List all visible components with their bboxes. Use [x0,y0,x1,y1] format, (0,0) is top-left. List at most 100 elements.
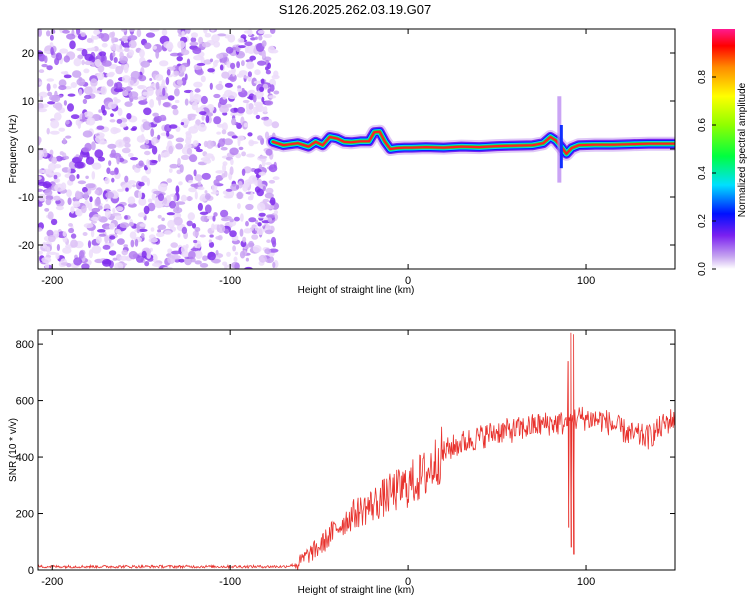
noise-blob [69,40,76,50]
noise-blob [159,60,169,67]
noise-blob [197,202,203,211]
noise-blob [248,89,255,94]
noise-blob [67,197,72,205]
noise-blob [115,65,124,75]
noise-blob [155,50,160,59]
noise-blob [199,211,209,215]
noise-blob [213,41,221,48]
noise-blob [225,46,234,54]
noise-blob [102,259,112,267]
noise-blob [166,131,170,137]
noise-blobs [38,29,280,269]
noise-blob [239,250,246,259]
noise-blob [91,141,96,151]
snr-background [38,330,675,570]
noise-blob [38,53,46,62]
noise-blob [87,240,92,249]
noise-blob [194,191,198,200]
noise-blob [90,229,95,238]
noise-blob [138,85,144,90]
noise-blob [178,65,187,73]
noise-blob [38,227,43,232]
noise-blob [62,231,67,237]
noise-blob [128,251,138,260]
noise-blob [200,75,206,83]
noise-blob [231,135,238,139]
noise-blob [181,30,185,38]
noise-blob [171,255,181,260]
noise-blob [62,137,66,145]
noise-blob [230,158,234,166]
x-tick-label: -200 [41,275,63,287]
noise-blob [47,101,56,105]
x-tick-label: -100 [219,576,241,588]
noise-blob [135,254,144,263]
noise-blob [173,70,180,76]
noise-blob [269,197,276,206]
noise-blob [251,234,259,240]
noise-blob [255,103,263,111]
noise-blob [49,130,60,135]
noise-blob [138,160,144,167]
noise-blob [55,252,60,260]
noise-blob [73,257,82,266]
noise-blob [138,197,147,206]
noise-blob [216,131,222,135]
noise-blob [174,99,180,104]
noise-blob [47,91,53,97]
noise-blob [129,80,135,86]
noise-blob [127,196,136,205]
noise-blob [265,66,269,71]
noise-blob [115,229,122,234]
snr-frame [37,329,676,571]
noise-blob [219,105,230,113]
noise-blob [246,102,249,111]
noise-blob [231,117,237,126]
noise-blob [38,250,43,255]
noise-blob [201,172,211,180]
noise-blob [215,170,225,174]
noise-blob [171,250,181,255]
noise-blob [229,230,237,238]
noise-blob [53,178,61,183]
noise-blob [72,200,81,208]
noise-blob [150,128,155,137]
noise-blob [106,73,110,77]
noise-blob [77,122,82,129]
noise-blob [68,227,75,234]
noise-blob [107,143,117,149]
spectrogram-xlabel: Height of straight line (km) [298,285,415,296]
noise-blob [245,203,254,211]
noise-blob [63,155,70,160]
noise-blob [70,239,78,248]
noise-blob [177,40,186,49]
noise-blob [112,51,116,57]
noise-blob [157,134,161,140]
noise-blob [271,236,276,245]
noise-blob [248,175,258,184]
noise-blob [56,244,61,251]
noise-blob [115,139,125,148]
noise-blob [213,212,218,217]
noise-blob [125,86,132,92]
x-tick-label: 0 [405,576,411,588]
noise-blob [171,104,178,110]
noise-blob [140,60,150,68]
noise-blob [244,266,253,269]
noise-blob [167,95,175,101]
noise-blob [213,93,221,99]
noise-blob [157,224,167,230]
noise-blob [38,150,44,159]
noise-blob [132,184,136,188]
noise-blob [164,230,172,235]
noise-blob [48,163,56,171]
noise-blob [124,142,131,148]
noise-blob [254,69,261,76]
noise-blob [81,59,85,66]
noise-blob [39,244,49,252]
noise-blob [46,65,53,71]
noise-blob [258,171,267,176]
noise-blob [151,193,156,201]
noise-blob [148,237,158,243]
noise-blob [198,36,204,45]
